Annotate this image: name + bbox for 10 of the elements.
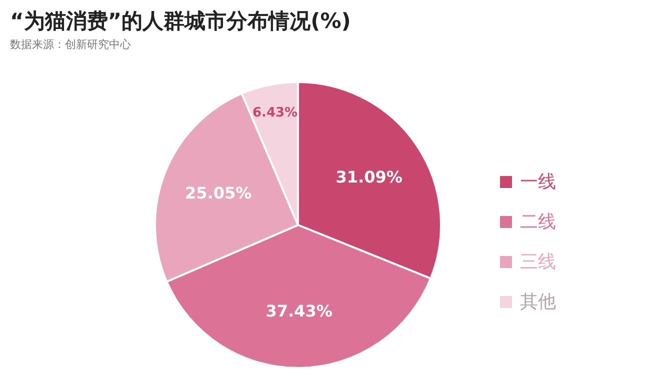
- legend-label: 三线: [520, 252, 556, 272]
- source-note: 数据来源：创新研究中心: [10, 38, 131, 51]
- legend-label: 二线: [520, 212, 556, 232]
- data-label: 31.09%: [336, 167, 402, 186]
- data-label: 25.05%: [184, 184, 252, 203]
- data-label: 6.43%: [252, 105, 298, 120]
- legend-label: 一线: [520, 172, 556, 192]
- data-label: 37.43%: [266, 301, 332, 320]
- legend-label: 其他: [520, 292, 556, 312]
- chart-title: “为猫消费”的人群城市分布情况(%): [10, 9, 351, 33]
